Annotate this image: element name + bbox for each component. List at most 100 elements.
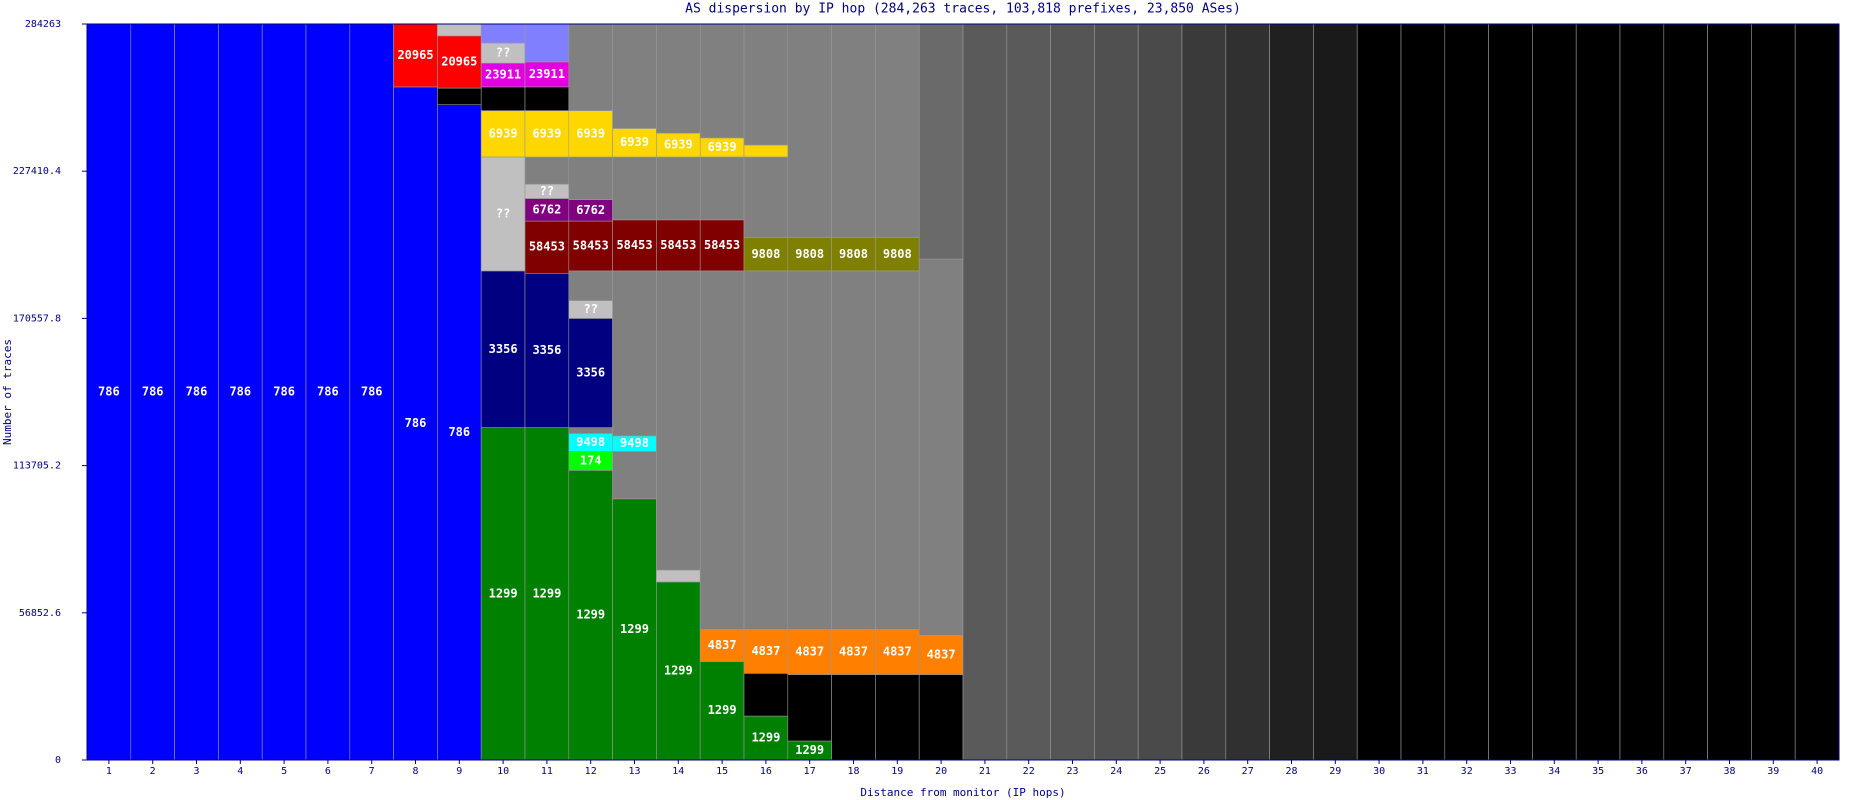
x-tick-label: 3: [193, 766, 199, 777]
bar-segment: [743, 270, 789, 630]
bar-segment: [743, 673, 789, 717]
x-tick-label: 19: [891, 766, 903, 777]
bar-segment: [875, 629, 920, 675]
bar-segment: [1444, 23, 1489, 761]
segment-label: 20965: [397, 48, 433, 62]
x-tick-label: 24: [1110, 766, 1122, 777]
bar-segment: [1006, 23, 1051, 761]
x-tick-label: 5: [281, 766, 287, 777]
segment-label: 6762: [576, 203, 605, 217]
bar-segment: [875, 270, 920, 630]
segment-label: 1299: [489, 586, 518, 600]
x-tick-label: 33: [1504, 766, 1516, 777]
x-tick-label: 23: [1066, 766, 1078, 777]
bar-segment: [480, 427, 526, 761]
x-tick-label: 2: [150, 766, 156, 777]
bar-segment: [962, 23, 1008, 761]
x-tick-label: 37: [1680, 766, 1692, 777]
bar-segment: [1094, 23, 1139, 761]
y-tick-label: 56852.6: [19, 608, 61, 619]
bar-segment: [1751, 23, 1796, 761]
x-tick-label: 21: [979, 766, 991, 777]
segment-label: 6939: [532, 126, 561, 140]
segment-label: 174: [580, 453, 602, 467]
x-tick-label: 22: [1023, 766, 1035, 777]
bar-segment: [918, 258, 964, 636]
x-tick-label: 18: [847, 766, 859, 777]
bar-segment: [568, 427, 613, 434]
bar-segment: [1400, 23, 1446, 761]
segment-label: 6939: [664, 138, 693, 152]
segment-label: 6939: [620, 135, 649, 149]
bar-segment: [1313, 23, 1358, 761]
bar-segment: [875, 23, 920, 238]
segment-label: 4837: [751, 644, 780, 658]
bar-segment: [831, 270, 876, 630]
chart-title: AS dispersion by IP hop (284,263 traces,…: [685, 2, 1241, 17]
segment-label: 58453: [704, 238, 740, 252]
bar-segment: [568, 156, 613, 200]
bar-segment: [612, 451, 657, 500]
bar-segment: [699, 23, 745, 139]
segment-label: 9808: [883, 247, 912, 261]
bar-segment: [743, 156, 789, 238]
bar-segment: [875, 674, 920, 761]
segment-label: 6939: [708, 140, 737, 154]
bar-segment: [656, 219, 701, 272]
segment-label: 786: [229, 385, 251, 399]
x-tick-label: 14: [672, 766, 684, 777]
segment-label: 1299: [532, 586, 561, 600]
bar-segment: [831, 629, 876, 675]
segment-label: ??: [540, 184, 554, 198]
bar-segment: [1707, 23, 1752, 761]
bar-segment: [656, 270, 701, 571]
x-tick-label: 30: [1373, 766, 1385, 777]
segment-label: 9808: [839, 247, 868, 261]
x-tick-label: 25: [1154, 766, 1166, 777]
segment-label: 4837: [883, 644, 912, 658]
bar-segment: [1181, 23, 1227, 761]
bar-segment: [437, 87, 482, 106]
bar-segment: [1225, 23, 1270, 761]
x-tick-label: 31: [1417, 766, 1429, 777]
bar-segment: [480, 86, 526, 111]
segment-label: 1299: [576, 608, 605, 622]
segment-label: 6939: [489, 126, 518, 140]
bar-segment: [524, 156, 570, 185]
bar-segment: [699, 219, 745, 272]
plot-frame: [86, 23, 1840, 761]
y-tick-label: 227410.4: [13, 166, 61, 177]
bar-segment: [831, 674, 876, 761]
segment-label: 9808: [751, 247, 780, 261]
segment-label: 786: [186, 385, 208, 399]
bar-segment: [918, 23, 964, 260]
segment-label: 1299: [795, 743, 824, 757]
bar-segment: [1532, 23, 1577, 761]
bar-segment: [437, 23, 482, 37]
segment-label: 58453: [573, 238, 609, 252]
x-tick-label: 38: [1723, 766, 1735, 777]
x-tick-label: 20: [935, 766, 947, 777]
x-axis-label: Distance from monitor (IP hops): [860, 786, 1065, 799]
segment-label: 1299: [620, 622, 649, 636]
bar-segment: [524, 23, 570, 63]
bar-segment: [1794, 23, 1840, 761]
bar-segment: [787, 674, 832, 742]
bar-segment: [656, 156, 701, 221]
segment-label: 3356: [532, 343, 561, 357]
bar-segment: [743, 23, 789, 146]
segment-label: 786: [273, 385, 295, 399]
bar-segment: [568, 110, 613, 158]
segment-label: 23911: [529, 67, 565, 81]
bar-segment: [787, 629, 832, 675]
x-tick-label: 32: [1461, 766, 1473, 777]
bar-segment: [1619, 23, 1665, 761]
bar-segment: [787, 23, 832, 238]
x-tick-label: 28: [1285, 766, 1297, 777]
bar-segment: [699, 156, 745, 221]
segment-label: ??: [496, 206, 510, 220]
bar-segment: [1137, 23, 1183, 761]
segment-label: 4837: [795, 644, 824, 658]
bar-segment: [699, 629, 745, 662]
x-tick-label: 13: [628, 766, 640, 777]
